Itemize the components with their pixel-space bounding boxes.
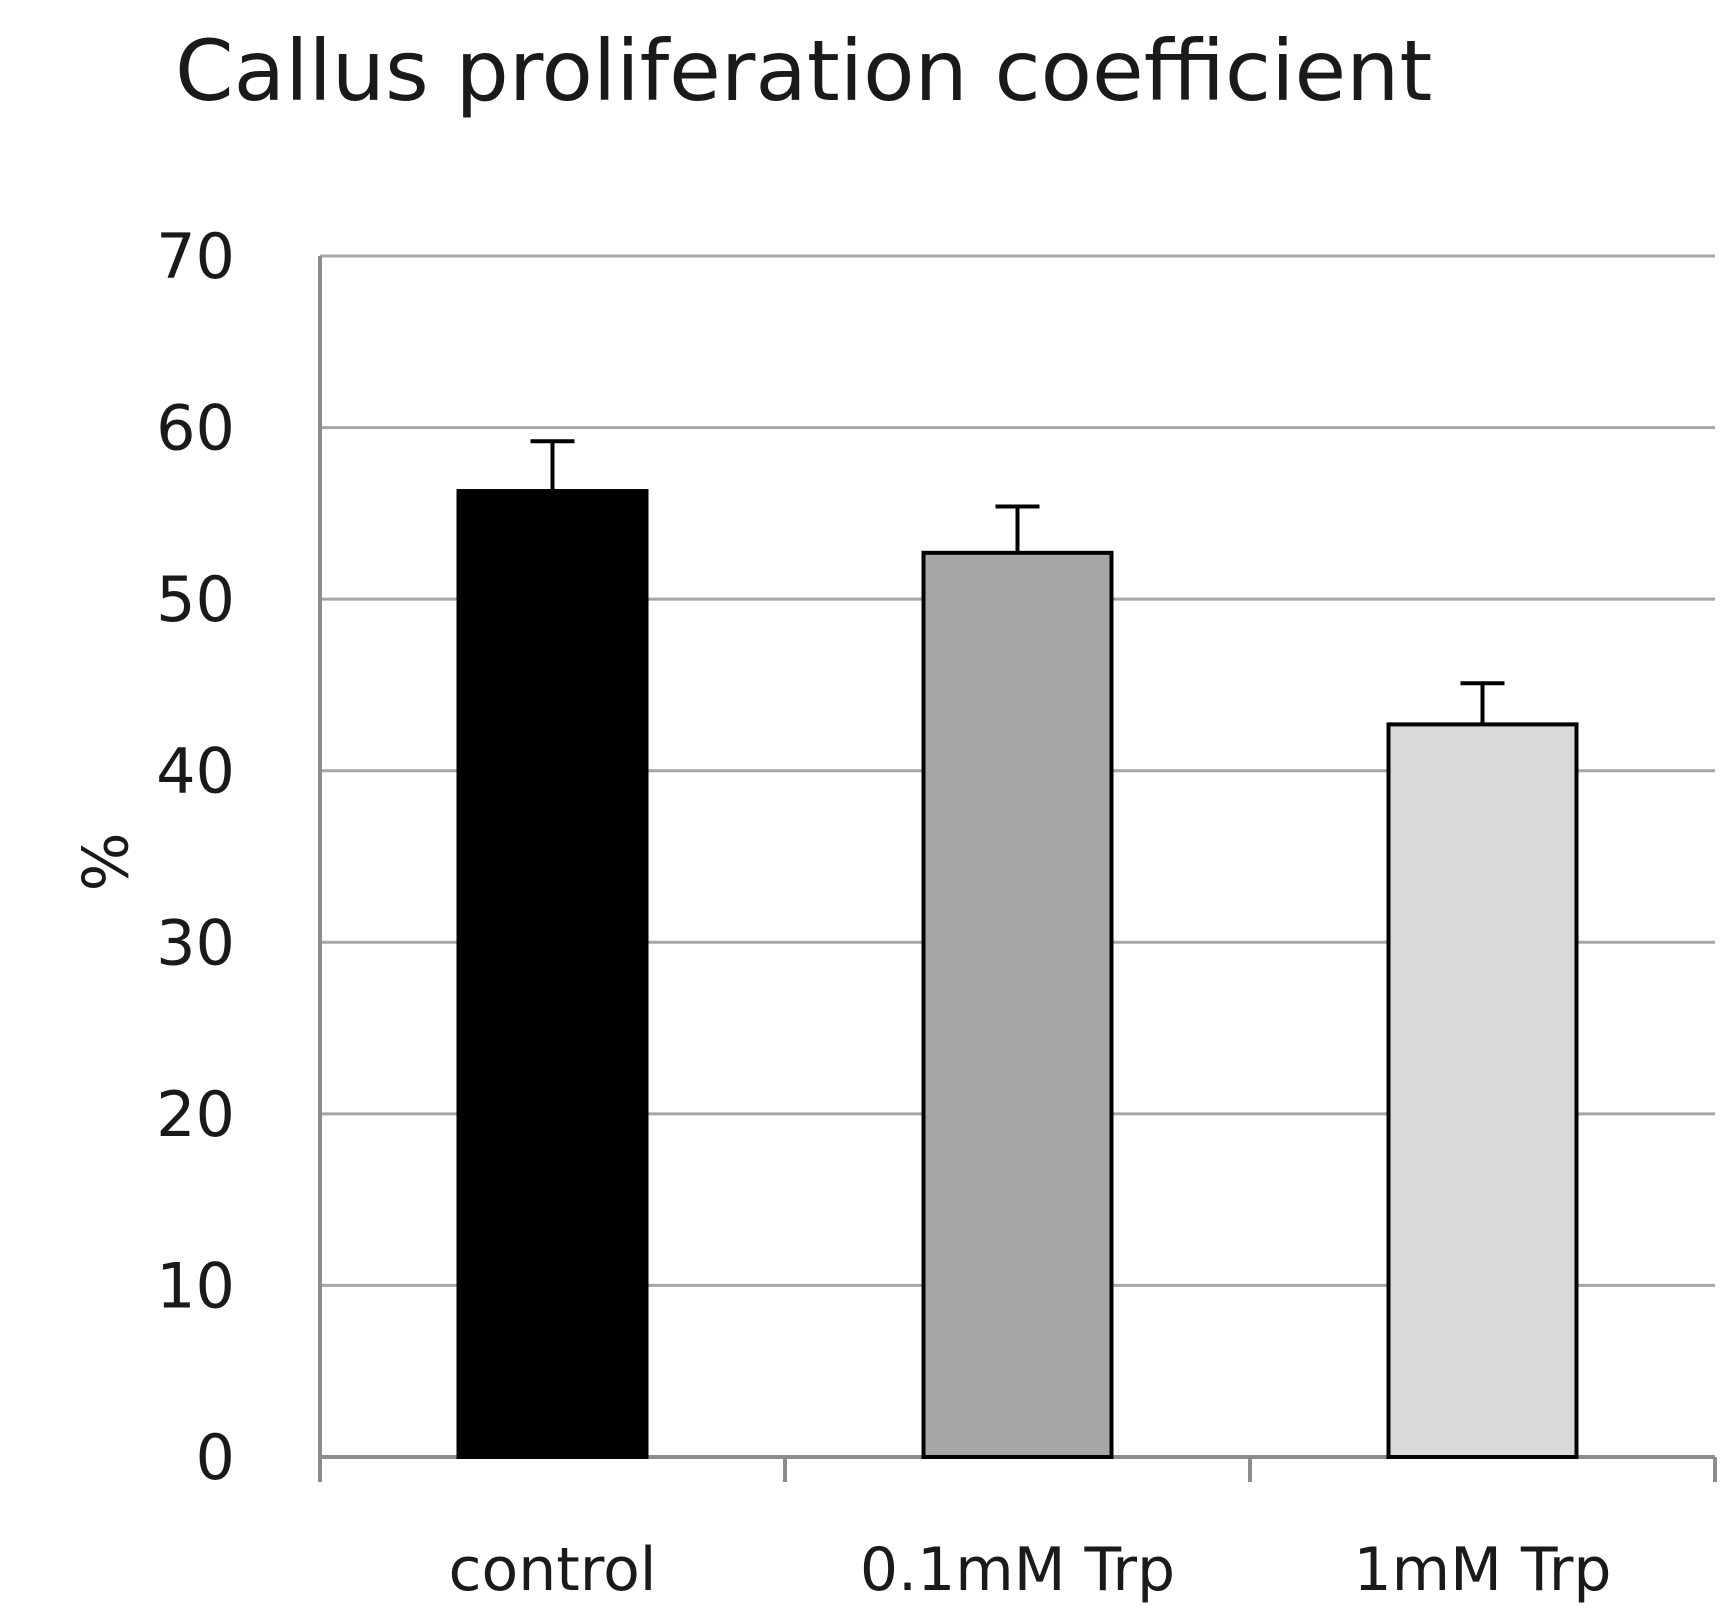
chart-title: Callus proliferation coefficient [175,22,1432,120]
bar [1386,722,1579,1459]
bar [921,550,1114,1459]
y-tick-label: 60 [156,392,235,465]
x-tick-label: 0.1mM Trp [860,1535,1175,1605]
error-bars [530,439,1505,725]
y-tick-label: 10 [156,1249,235,1322]
y-tick-label: 20 [156,1078,235,1151]
bar [456,489,649,1459]
x-tick-label: 1mM Trp [1353,1535,1611,1605]
y-tick-label: 40 [156,735,235,808]
x-tick-label: control [449,1535,657,1605]
y-tick-label: 0 [196,1421,235,1494]
y-tick-label: 50 [156,563,235,636]
y-tick-label: 70 [156,220,235,293]
x-tick-labels: control 0.1mM Trp 1mM Trp [449,1535,1612,1605]
y-tick-labels: 0 10 20 30 40 50 60 70 [156,220,235,1494]
bars [456,489,1579,1459]
y-axis-label: % [67,833,140,892]
y-tick-label: 30 [156,906,235,979]
